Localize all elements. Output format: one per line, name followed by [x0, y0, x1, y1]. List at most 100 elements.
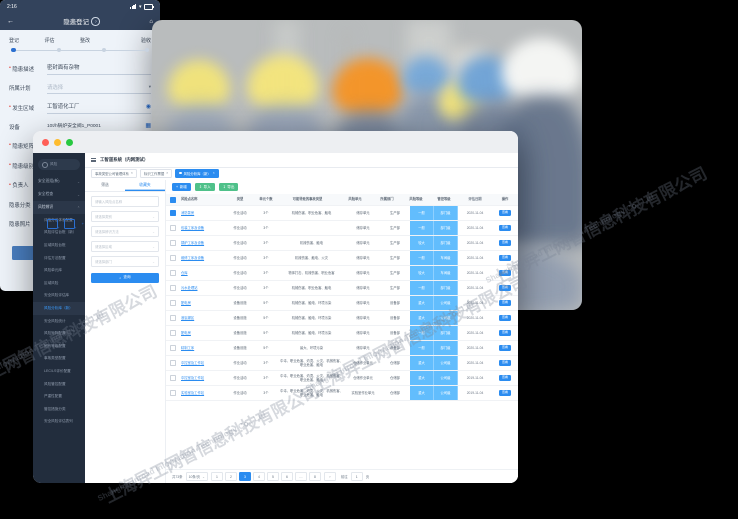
risk-name-link[interactable]: 仓库: [181, 270, 188, 275]
field-hazard-description[interactable]: • 隐患描述 密封面有杂物: [9, 58, 151, 78]
table-row[interactable]: 锅炉工序及设备 作业活动 3个 机械伤害、触电 储存单元 生产部 较大 部门级 2020-11-…: [166, 236, 518, 251]
risk-name-link[interactable]: 实验室及工作站: [181, 390, 205, 395]
sidebar-item-5[interactable]: 区域风险: [33, 277, 85, 290]
row-checkbox[interactable]: [169, 240, 176, 246]
filter-area-select[interactable]: 请选择区域 ⌄: [91, 241, 159, 252]
risk-name-link[interactable]: 液氨罐区: [181, 315, 195, 320]
sidebar-group-risk-identification[interactable]: 风险辨识 ⌃: [33, 201, 85, 214]
step-dot-0[interactable]: [11, 47, 16, 53]
field-occurrence-area[interactable]: • 发生区域 工智道化工厂 ◉: [9, 97, 151, 117]
sidebar-item-4[interactable]: 风险单元库: [33, 264, 85, 277]
close-icon[interactable]: ×: [130, 171, 133, 175]
pagination-page-6[interactable]: 6: [280, 472, 293, 481]
sidebar-item-1[interactable]: 风险评估台账（新）: [33, 227, 85, 240]
filter-method-select[interactable]: 请选择辨识方法 ⌄: [91, 226, 159, 237]
view-button[interactable]: 查看: [498, 315, 511, 321]
image-upload-icon[interactable]: +: [47, 218, 60, 230]
view-button[interactable]: 查看: [498, 300, 511, 306]
risk-name-link[interactable]: 污水处理站: [181, 285, 198, 290]
pagination-page-3[interactable]: 3: [238, 472, 251, 481]
view-button[interactable]: 查看: [498, 255, 511, 261]
table-row[interactable]: 配电房 设备设施 5个 机械伤害、触电、环境污染 储存单元 设备部 重大 公司级 2020-11…: [166, 296, 518, 311]
filter-dept-select[interactable]: 请选择部门 ⌄: [91, 256, 159, 267]
table-row[interactable]: 液氨罐区 设备设施 5个 机械伤害、触电、环境污染 储存单元 设备部 重大 公司级 2020-1…: [166, 311, 518, 326]
tab-2[interactable]: 风险分析库（新） ×: [175, 168, 219, 178]
row-checkbox[interactable]: [169, 390, 176, 396]
sidebar-item-15[interactable]: 管控措施分类: [33, 403, 85, 416]
view-button[interactable]: 查看: [498, 360, 511, 366]
close-button[interactable]: [42, 138, 49, 146]
table-row[interactable]: 维修工序及设备 作业活动 3个 机械伤害、触电、火灾 储存单元 生产部 一般 车间级 2020-…: [166, 251, 518, 266]
close-icon[interactable]: ×: [166, 171, 169, 175]
sidebar-item-13[interactable]: 风险管控配置: [33, 378, 85, 391]
sidebar-group-safety-team[interactable]: 安全班组(新) ⌄: [33, 175, 85, 188]
row-checkbox[interactable]: [169, 360, 176, 366]
view-button[interactable]: 查看: [498, 375, 511, 381]
tab-favorites[interactable]: 收藏夹: [125, 180, 165, 191]
camera-upload-icon[interactable]: +: [64, 218, 77, 230]
maximize-button[interactable]: [66, 138, 73, 146]
sidebar-item-3[interactable]: 评估方法配置: [33, 252, 85, 265]
row-checkbox[interactable]: [169, 210, 176, 216]
view-button[interactable]: 查看: [498, 225, 511, 231]
search-button[interactable]: ⌕ 查询: [91, 273, 159, 283]
sidebar-group-safety-check[interactable]: 安全检查 ⌄: [33, 188, 85, 201]
pagination-page-4[interactable]: 4: [252, 472, 265, 481]
risk-name-link[interactable]: 维修工序及设备: [181, 255, 205, 260]
back-arrow-icon[interactable]: ←: [7, 18, 14, 25]
table-row[interactable]: 污水处理站 作业活动 3个 机械伤害、职业危害、触电 储存单元 生产部 一般 部门级 2020-…: [166, 281, 518, 296]
row-checkbox[interactable]: [169, 270, 176, 276]
add-button[interactable]: + 新增: [172, 182, 191, 192]
row-checkbox[interactable]: [169, 345, 176, 351]
risk-name-link[interactable]: 消防泵房: [181, 210, 195, 215]
step-dot-3[interactable]: [145, 48, 149, 52]
risk-name-link[interactable]: 配电房: [181, 330, 191, 335]
location-pin-icon[interactable]: ◉: [145, 103, 151, 110]
scan-qr-icon[interactable]: ▦: [145, 122, 151, 129]
sidebar-item-6[interactable]: 安全风险评估库: [33, 290, 85, 303]
view-button[interactable]: 查看: [498, 345, 511, 351]
minimize-button[interactable]: [54, 138, 61, 146]
sidebar-item-8[interactable]: 安全风险统计: [33, 315, 85, 328]
sidebar-item-11[interactable]: 事故类型配置: [33, 353, 85, 366]
row-checkbox[interactable]: [169, 300, 176, 306]
goto-page-input[interactable]: 1: [350, 472, 363, 481]
pagination-page-8[interactable]: 8: [308, 472, 321, 481]
import-button[interactable]: ↥ 导入: [194, 182, 215, 192]
field-related-plan[interactable]: 所属计划 请选择 ▾: [9, 78, 151, 98]
row-checkbox[interactable]: [169, 375, 176, 381]
table-row[interactable]: 配电房 设备设施 5个 机械伤害、触电、环境污染 储存单元 设备部 一般 部门级 2020-11…: [166, 326, 518, 341]
table-row[interactable]: 消防泵房 作业活动 3个 机械伤害、职业危害、触电 储存单元 生产部 一般 部门级 2020-1…: [166, 206, 518, 221]
view-button[interactable]: 查看: [498, 210, 511, 216]
hamburger-icon[interactable]: [91, 157, 96, 163]
filter-risk-name-input[interactable]: 请输入风险点名称: [91, 196, 159, 207]
view-button[interactable]: 查看: [498, 270, 511, 276]
tab-filter[interactable]: 筛选: [85, 180, 125, 191]
sidebar-item-14[interactable]: 严重性配置: [33, 390, 85, 403]
row-checkbox[interactable]: [169, 330, 176, 336]
table-row[interactable]: 中控室及工作站 作业活动 3个 中毒、职业危害、灼烫、火灾、机械伤害、职业危害、触电 仓…: [166, 356, 518, 371]
next-page-button[interactable]: ››: [323, 472, 336, 481]
table-row[interactable]: 仓库 作业活动 3个 物体打击、机械伤害、职业危害 储存单元 生产部 较大 车间级 2020-1…: [166, 266, 518, 281]
table-row[interactable]: 实验室及工作站 作业活动 3个 中毒、职业危害、灼烫、火灾、机械伤害、职业危害、触电 实…: [166, 386, 518, 401]
sidebar-item-7[interactable]: 风险分析库（新）: [33, 302, 85, 315]
tab-1[interactable]: 标识工作票据 ×: [139, 168, 173, 178]
row-checkbox[interactable]: [169, 285, 176, 291]
row-checkbox[interactable]: [169, 255, 176, 261]
risk-name-link[interactable]: 中控室及工作站: [181, 360, 205, 365]
sidebar-item-2[interactable]: 区域风险台账: [33, 239, 85, 252]
risk-name-link[interactable]: 配电房: [181, 300, 191, 305]
table-row[interactable]: 包装工序及设备 作业活动 3个 储存单元 生产部 一般 部门级 2020-11-04 查看: [166, 221, 518, 236]
risk-name-link[interactable]: 锅炉工序及设备: [181, 240, 205, 245]
select-all-checkbox[interactable]: [169, 196, 176, 203]
view-button[interactable]: 查看: [498, 330, 511, 336]
sidebar-search-input[interactable]: 风险: [38, 159, 80, 170]
row-checkbox[interactable]: [169, 315, 176, 321]
sidebar-item-9[interactable]: 风险矩阵配置: [33, 327, 85, 340]
sidebar-item-10[interactable]: 固有等级配置: [33, 340, 85, 353]
row-checkbox[interactable]: [169, 225, 176, 231]
export-button[interactable]: ↧ 导出: [218, 182, 239, 192]
filter-category-select[interactable]: 请选择类别 ⌄: [91, 211, 159, 222]
table-row[interactable]: 中控室及工作站 作业活动 3个 中毒、职业危害、灼烫、火灾、机械伤害、职业危害、触电 仓…: [166, 371, 518, 386]
table-row[interactable]: 精制工序 设备设施 5个 最大、环境污染 储存单元 设备部 一般 部门级 2020-11-04 查…: [166, 341, 518, 356]
